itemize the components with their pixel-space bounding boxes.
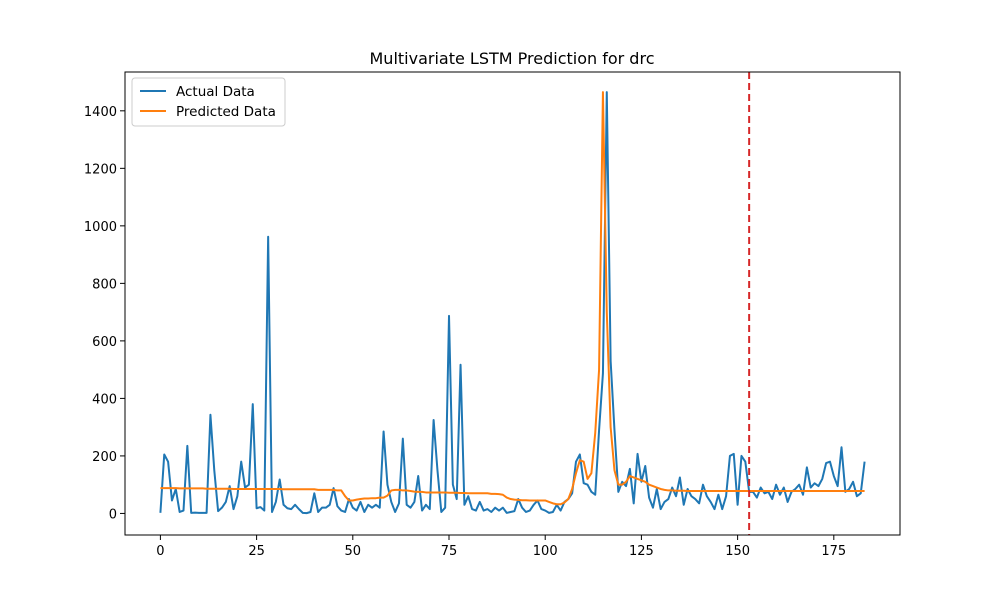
plot-area: 0 25 50 75 100 125 150 175 0 200 400 600 800 1000 1200… [84, 71, 901, 559]
y-tick-label: 400 [92, 392, 117, 407]
axes-frame [124, 71, 901, 536]
x-tick-label: 150 [725, 544, 750, 559]
x-tick-label: 125 [629, 544, 654, 559]
legend: Actual Data Predicted Data [131, 77, 286, 127]
x-tick-label: 0 [156, 544, 164, 559]
y-tick-label: 1000 [84, 220, 117, 235]
chart-title: Multivariate LSTM Prediction for drc [370, 49, 655, 68]
x-tick-label: 50 [345, 544, 362, 559]
y-tick-label: 200 [92, 450, 117, 465]
legend-label-actual: Actual Data [176, 84, 255, 100]
y-tick-label: 0 [109, 507, 117, 522]
x-tick-label: 25 [248, 544, 265, 559]
legend-label-predicted: Predicted Data [176, 104, 276, 120]
series-line-actual [159, 91, 866, 515]
x-tick-label: 100 [533, 544, 558, 559]
y-tick-label: 800 [92, 277, 117, 292]
series-line-predicted [160, 91, 865, 506]
y-tick-label: 600 [92, 335, 117, 350]
x-tick-label: 75 [441, 544, 458, 559]
y-tick-label: 1400 [84, 105, 117, 120]
x-tick-label: 175 [821, 544, 846, 559]
legend-box [131, 77, 286, 127]
y-tick-label: 1200 [84, 162, 117, 177]
